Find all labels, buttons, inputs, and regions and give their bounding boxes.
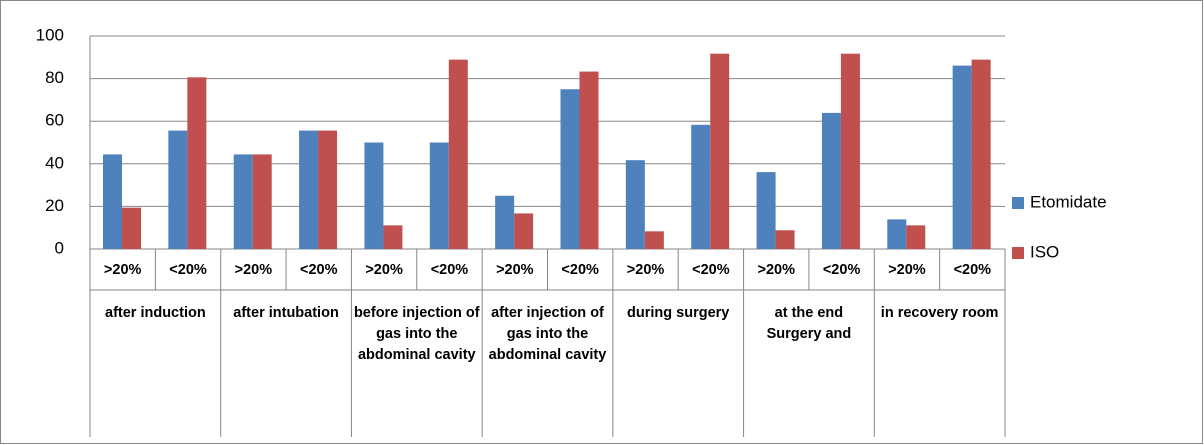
bar — [103, 154, 122, 249]
y-tick-label: 80 — [45, 68, 64, 87]
bar — [233, 154, 253, 249]
x-tick-label: >20% — [758, 262, 796, 278]
x-tick-label: >20% — [496, 262, 534, 278]
legend-swatch — [1012, 197, 1024, 209]
bar — [906, 225, 926, 249]
group-label: before injection of gas into the abdomin… — [353, 305, 480, 363]
bar — [364, 142, 384, 249]
y-tick-label: 20 — [45, 196, 64, 215]
x-tick-label: >20% — [104, 262, 142, 278]
bar — [429, 142, 449, 249]
x-tick-label: <20% — [692, 262, 730, 278]
y-tick-label: 40 — [45, 153, 64, 172]
x-tick-label: >20% — [888, 262, 926, 278]
bar — [448, 59, 468, 249]
bar — [299, 130, 319, 249]
y-tick-label: 0 — [55, 238, 64, 257]
group-label: after induction — [105, 305, 206, 321]
bar — [625, 160, 645, 249]
x-tick-label: <20% — [169, 262, 207, 278]
bar — [644, 231, 664, 249]
x-tick-label: <20% — [954, 262, 992, 278]
group-label: after injection of gas into the abdomina… — [488, 305, 607, 363]
bar — [691, 124, 711, 249]
x-tick-label: >20% — [365, 262, 403, 278]
y-tick-label: 100 — [36, 25, 64, 44]
bar — [952, 65, 972, 250]
legend-label: Etomidate — [1030, 192, 1107, 211]
group-label: in recovery room — [880, 305, 999, 321]
bar — [187, 77, 207, 250]
group-label: at the end Surgery and — [766, 305, 852, 342]
bar — [514, 213, 534, 249]
bar — [821, 112, 841, 249]
bar — [122, 207, 141, 249]
x-tick-label: <20% — [561, 262, 599, 278]
bar — [495, 195, 515, 249]
bar — [252, 154, 272, 249]
group-label: during surgery — [627, 305, 730, 321]
bar — [383, 225, 403, 249]
bar — [579, 71, 599, 249]
bar — [560, 89, 580, 249]
bar — [840, 53, 860, 249]
bar — [971, 59, 991, 249]
x-tick-label: >20% — [627, 262, 665, 278]
bar — [887, 219, 907, 249]
bar — [710, 53, 730, 249]
bar — [168, 130, 188, 249]
y-tick-label: 60 — [45, 111, 64, 130]
x-tick-label: <20% — [300, 262, 338, 278]
bar — [318, 130, 338, 249]
legend-label: ISO — [1030, 242, 1059, 261]
bar — [756, 172, 776, 249]
bar — [775, 230, 795, 249]
x-tick-label: >20% — [235, 262, 273, 278]
legend-swatch — [1012, 247, 1024, 259]
x-tick-label: <20% — [431, 262, 469, 278]
group-label: after intubation — [233, 305, 339, 321]
x-tick-label: <20% — [823, 262, 861, 278]
